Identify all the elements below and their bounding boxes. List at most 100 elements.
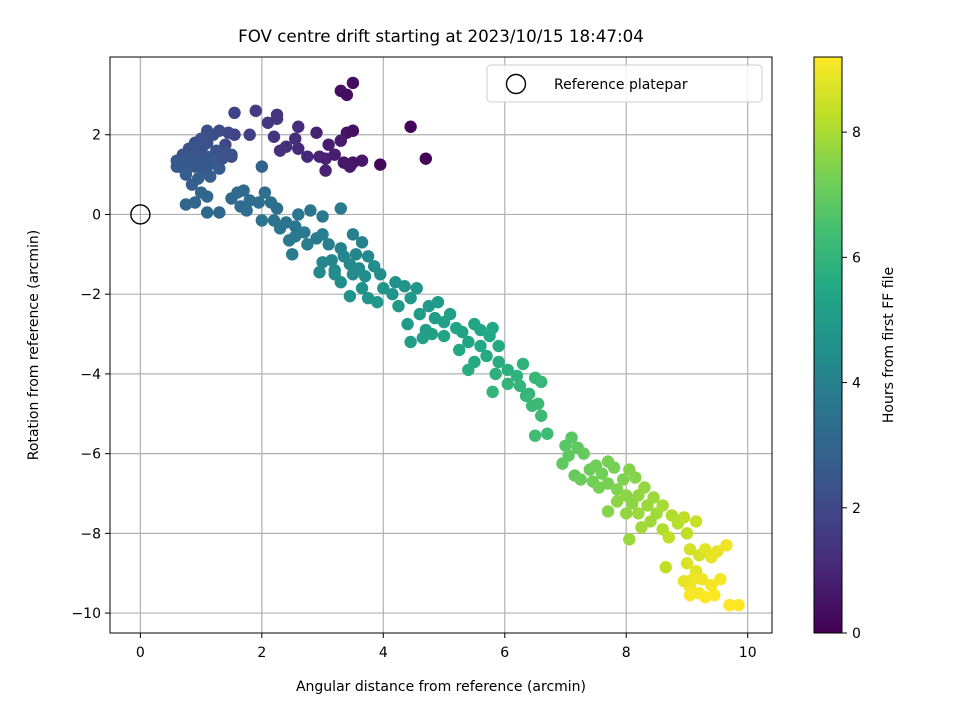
scatter-point	[328, 268, 341, 281]
scatter-point	[425, 327, 439, 341]
scatter-point	[292, 142, 305, 155]
scatter-point	[319, 164, 332, 177]
scatter-point	[346, 76, 360, 90]
y-tick-label: −10	[71, 606, 101, 622]
reference-platepar-marker	[130, 204, 151, 225]
colorbar-tick-label: 8	[852, 125, 861, 141]
y-tick-label: −8	[80, 526, 101, 542]
scatter-point	[252, 196, 265, 209]
scatter-point	[200, 160, 214, 173]
scatter-point	[361, 250, 375, 263]
scatter-point	[204, 170, 217, 183]
x-axis-label: Angular distance from reference (arcmin)	[296, 679, 586, 695]
scatter-point	[516, 357, 530, 371]
scatter-point	[355, 236, 369, 249]
scatter-point	[358, 270, 372, 283]
scatter-point	[249, 104, 262, 118]
scatter-point	[705, 578, 718, 592]
scatter-point	[292, 120, 305, 133]
colorbar-tick-label: 6	[852, 250, 861, 266]
scatter-point	[328, 148, 341, 161]
scatter-point	[200, 206, 214, 219]
scatter-point	[197, 138, 211, 151]
scatter-point	[346, 268, 360, 281]
scatter-point	[255, 160, 269, 173]
scatter-point	[635, 521, 648, 534]
scatter-point	[334, 134, 347, 147]
scatter-point	[322, 138, 335, 151]
scatter-point	[592, 481, 606, 494]
scatter-point	[489, 367, 502, 381]
scatter-point	[413, 307, 426, 321]
scatter-point	[510, 369, 524, 383]
scatter-point	[316, 256, 329, 269]
scatter-point	[301, 238, 314, 251]
scatter-point	[267, 130, 281, 143]
scatter-point	[237, 184, 250, 197]
scatter-point	[708, 588, 721, 602]
scatter-point	[531, 397, 545, 410]
scatter-point	[577, 447, 590, 460]
scatter-point	[410, 281, 423, 295]
scatter-point	[270, 202, 284, 215]
scatter-point	[213, 206, 226, 219]
scatter-point	[492, 355, 505, 369]
scatter-point	[620, 507, 633, 520]
scatter-point	[404, 335, 417, 349]
scatter-point	[377, 281, 390, 295]
scatter-point	[462, 363, 475, 377]
scatter-point	[286, 248, 299, 261]
chart-title: FOV centre drift starting at 2023/10/15 …	[238, 26, 644, 46]
scatter-point	[480, 349, 493, 363]
x-tick-label: 6	[500, 645, 509, 661]
scatter-point	[632, 507, 645, 520]
scatter-point	[528, 429, 542, 442]
scatter-point	[431, 295, 445, 309]
scatter-point	[185, 178, 199, 191]
scatter-point	[610, 495, 624, 508]
y-tick-label: −2	[80, 287, 101, 303]
scatter-point	[374, 158, 387, 171]
scatter-point	[213, 162, 226, 175]
scatter-point	[219, 146, 232, 159]
scatter-point	[695, 572, 709, 586]
scatter-point	[310, 126, 323, 139]
scatter-point	[343, 289, 357, 303]
scatter-point	[228, 106, 241, 120]
scatter-point	[255, 214, 269, 227]
y-tick-label: 2	[92, 128, 101, 144]
colorbar-tick-label: 4	[852, 376, 861, 392]
scatter-point	[392, 299, 405, 313]
x-tick-label: 2	[257, 645, 266, 661]
scatter-point	[474, 323, 487, 337]
scatter-point	[501, 377, 515, 391]
x-tick-label: 8	[622, 645, 631, 661]
scatter-point	[705, 551, 718, 564]
scatter-point	[404, 291, 417, 305]
scatter-point	[689, 515, 703, 528]
scatter-point	[386, 287, 399, 301]
scatter-point	[179, 198, 193, 211]
scatter-point	[346, 228, 360, 241]
scatter-point	[617, 473, 630, 486]
scatter-point	[486, 321, 499, 335]
scatter-point	[601, 505, 615, 518]
scatter-point	[349, 248, 363, 261]
scatter-point	[647, 491, 660, 504]
colorbar	[813, 56, 843, 634]
scatter-point	[401, 317, 414, 331]
scatter-point	[322, 238, 335, 251]
scatter-point	[343, 160, 357, 173]
scatter-point	[607, 461, 621, 474]
scatter-point	[629, 471, 642, 484]
scatter-point	[501, 363, 515, 377]
y-tick-label: −6	[80, 447, 101, 463]
scatter-point	[732, 598, 745, 612]
legend-box	[486, 64, 763, 103]
legend: Reference platepar	[486, 64, 763, 103]
scatter-point	[513, 379, 527, 393]
scatter-point	[474, 339, 487, 353]
scatter-point	[316, 210, 329, 223]
scatter-point	[298, 226, 311, 239]
